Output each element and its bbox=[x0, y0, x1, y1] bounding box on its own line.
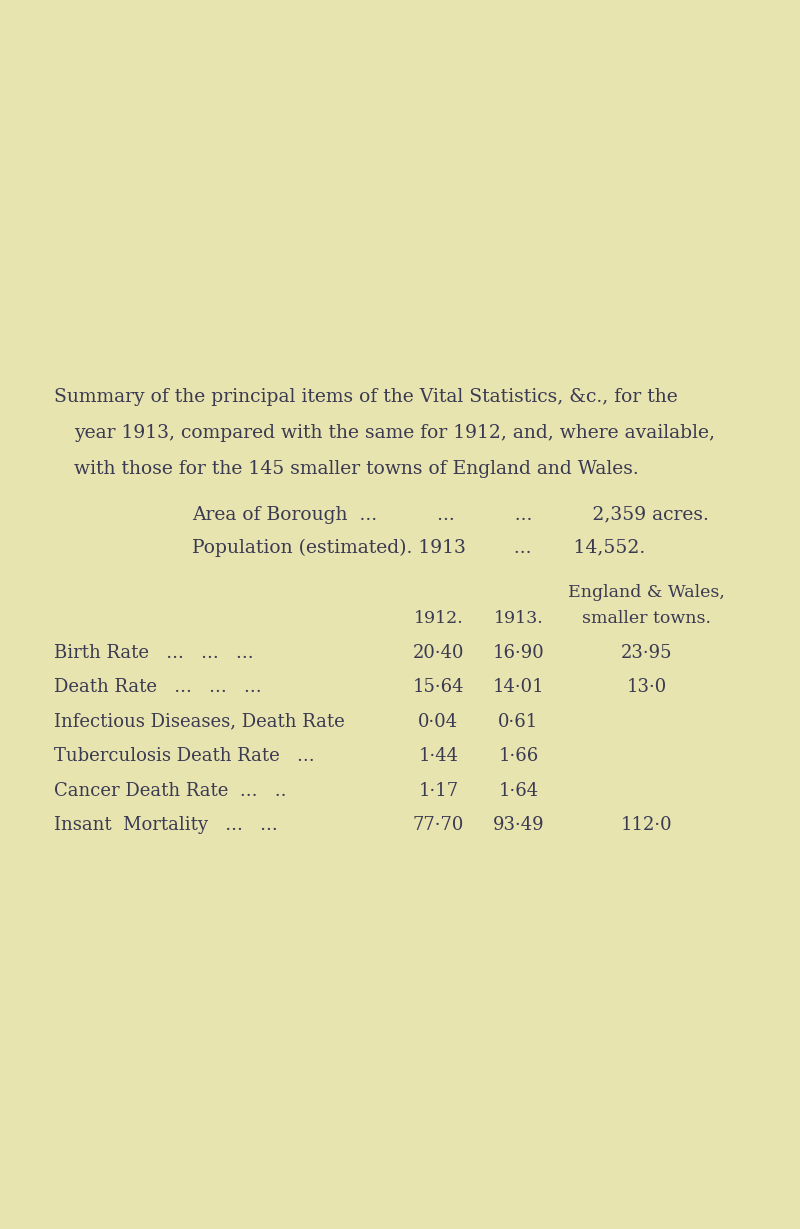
Text: with those for the 145 smaller towns of England and Wales.: with those for the 145 smaller towns of … bbox=[74, 460, 639, 478]
Text: 15·64: 15·64 bbox=[413, 678, 464, 697]
Text: smaller towns.: smaller towns. bbox=[582, 610, 711, 627]
Text: Summary of the principal items of the Vital Statistics, &c., for the: Summary of the principal items of the Vi… bbox=[54, 388, 678, 407]
Text: 1·66: 1·66 bbox=[498, 747, 538, 766]
Text: 112·0: 112·0 bbox=[621, 816, 672, 834]
Text: 1·64: 1·64 bbox=[498, 782, 538, 800]
Text: 20·40: 20·40 bbox=[413, 644, 464, 662]
Text: 0·61: 0·61 bbox=[498, 713, 538, 731]
Text: 1·44: 1·44 bbox=[418, 747, 458, 766]
Text: 1·17: 1·17 bbox=[418, 782, 458, 800]
Text: Population (estimated). 1913        ...       14,552.: Population (estimated). 1913 ... 14,552. bbox=[192, 538, 646, 557]
Text: year 1913, compared with the same for 1912, and, where available,: year 1913, compared with the same for 19… bbox=[74, 424, 715, 442]
Text: England & Wales,: England & Wales, bbox=[568, 584, 725, 601]
Text: Cancer Death Rate  ...   ..: Cancer Death Rate ... .. bbox=[54, 782, 287, 800]
Text: 14·01: 14·01 bbox=[493, 678, 544, 697]
Text: Birth Rate   ...   ...   ...: Birth Rate ... ... ... bbox=[54, 644, 254, 662]
Text: 23·95: 23·95 bbox=[621, 644, 672, 662]
Text: Insant  Mortality   ...   ...: Insant Mortality ... ... bbox=[54, 816, 278, 834]
Text: Area of Borough  ...          ...          ...          2,359 acres.: Area of Borough ... ... ... 2,359 acres. bbox=[192, 506, 709, 525]
Text: 77·70: 77·70 bbox=[413, 816, 464, 834]
Text: 0·04: 0·04 bbox=[418, 713, 458, 731]
Text: 1913.: 1913. bbox=[494, 610, 543, 627]
Text: Death Rate   ...   ...   ...: Death Rate ... ... ... bbox=[54, 678, 262, 697]
Text: 16·90: 16·90 bbox=[493, 644, 544, 662]
Text: 13·0: 13·0 bbox=[626, 678, 666, 697]
Text: 93·49: 93·49 bbox=[493, 816, 544, 834]
Text: 1912.: 1912. bbox=[414, 610, 463, 627]
Text: Infectious Diseases, Death Rate: Infectious Diseases, Death Rate bbox=[54, 713, 345, 731]
Text: Tuberculosis Death Rate   ...: Tuberculosis Death Rate ... bbox=[54, 747, 315, 766]
